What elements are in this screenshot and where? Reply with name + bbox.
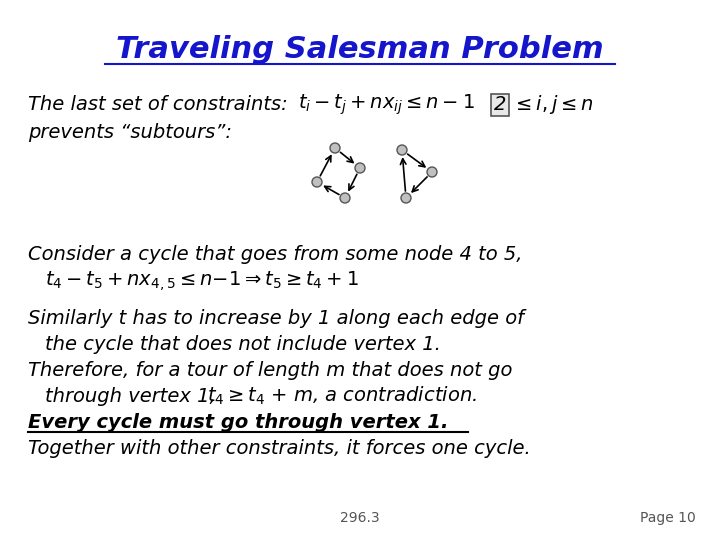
Circle shape <box>401 193 411 203</box>
Text: Similarly t has to increase by 1 along each edge of: Similarly t has to increase by 1 along e… <box>28 308 524 327</box>
Text: prevents “subtours”:: prevents “subtours”: <box>28 123 232 141</box>
Circle shape <box>427 167 437 177</box>
Text: $\leq i, j \leq n$: $\leq i, j \leq n$ <box>512 93 594 117</box>
Text: The last set of constraints:: The last set of constraints: <box>28 96 288 114</box>
Text: Consider a cycle that goes from some node 4 to 5,: Consider a cycle that goes from some nod… <box>28 246 523 265</box>
FancyBboxPatch shape <box>491 94 509 116</box>
Text: Every cycle must go through vertex 1.: Every cycle must go through vertex 1. <box>28 413 449 431</box>
Text: $t_4 \geq t_4$ + m, a contradiction.: $t_4 \geq t_4$ + m, a contradiction. <box>207 385 477 407</box>
Circle shape <box>397 145 407 155</box>
Text: Together with other constraints, it forces one cycle.: Together with other constraints, it forc… <box>28 438 531 457</box>
Text: $t_4 - t_5 + nx_{4,5} \leq n\mathrm{-}1 \Rightarrow t_5 \geq t_4 + 1$: $t_4 - t_5 + nx_{4,5} \leq n\mathrm{-}1 … <box>45 269 359 293</box>
Circle shape <box>330 143 340 153</box>
Text: 2: 2 <box>494 96 506 114</box>
Circle shape <box>340 193 350 203</box>
Text: 296.3: 296.3 <box>340 511 380 525</box>
Text: $t_i - t_j + nx_{ij} \leq n-1$: $t_i - t_j + nx_{ij} \leq n-1$ <box>298 93 474 117</box>
Circle shape <box>312 177 322 187</box>
Text: Page 10: Page 10 <box>640 511 696 525</box>
Text: Therefore, for a tour of length m that does not go: Therefore, for a tour of length m that d… <box>28 361 513 380</box>
Text: through vertex 1,: through vertex 1, <box>45 387 216 406</box>
Text: Traveling Salesman Problem: Traveling Salesman Problem <box>116 36 604 64</box>
Text: the cycle that does not include vertex 1.: the cycle that does not include vertex 1… <box>45 334 441 354</box>
Circle shape <box>355 163 365 173</box>
